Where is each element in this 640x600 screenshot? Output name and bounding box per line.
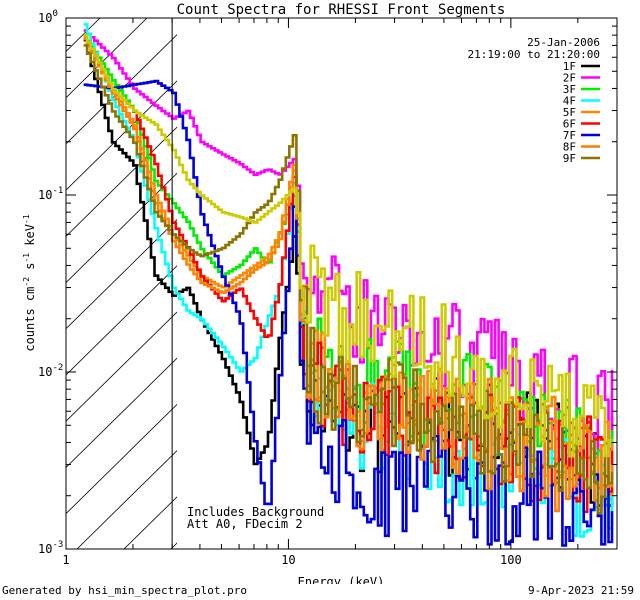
legend-label: 1F [563,60,576,73]
hatch-line [66,357,177,468]
axis-ticks [65,18,618,550]
footer-generator-text: Generated by hsi_min_spectra_plot.pro [2,584,248,597]
hatch-line [66,80,177,191]
x-tick-label: 1 [62,553,69,567]
y-tick-label: 10-1 [38,186,63,202]
y-tick-label: 10-3 [38,540,63,556]
hatch-line [66,219,177,330]
hatch-line [66,265,177,376]
y-axis-label: counts cm-2 s-1 keV-1 [22,214,37,351]
chart-date: 25-Jan-2006 [527,36,600,49]
y-tick-label: 10-2 [38,363,63,379]
legend-label: 7F [563,129,576,142]
y-tick-labels: 10-3 10-2 10-1 100 [38,9,63,556]
legend-label: 6F [563,118,576,131]
hatch-line [66,18,101,52]
legend-label: 3F [563,83,576,96]
x-tick-labels: 1 10 100 [62,553,521,567]
legend-label: 8F [563,141,576,154]
chart-title: Count Spectra for RHESSI Front Segments [177,2,506,18]
legend-label: 2F [563,72,576,85]
legend-label: 9F [563,152,576,165]
hatch-line [66,403,177,515]
spectra-chart: Count Spectra for RHESSI Front Segments … [0,2,618,584]
x-tick-label: 10 [281,553,295,567]
annotation-background: Includes Background [187,505,324,519]
plot-frame [65,17,618,550]
annotation-attenuator: Att A0, FDecim 2 [187,517,303,531]
footer-timestamp: 9-Apr-2023 21:59 [528,584,634,597]
hatch-line [76,450,177,549]
hatch-line [66,172,177,284]
chart-time-range: 21:19:00 to 21:20:00 [468,48,600,61]
legend-label: 5F [563,106,576,119]
hatch-line [0,18,6,549]
legend-label: 4F [563,95,576,108]
x-tick-label: 100 [500,553,522,567]
series-group [83,23,614,547]
x-axis-label: Energy (keV) [298,575,385,584]
y-tick-label: 100 [38,9,58,25]
